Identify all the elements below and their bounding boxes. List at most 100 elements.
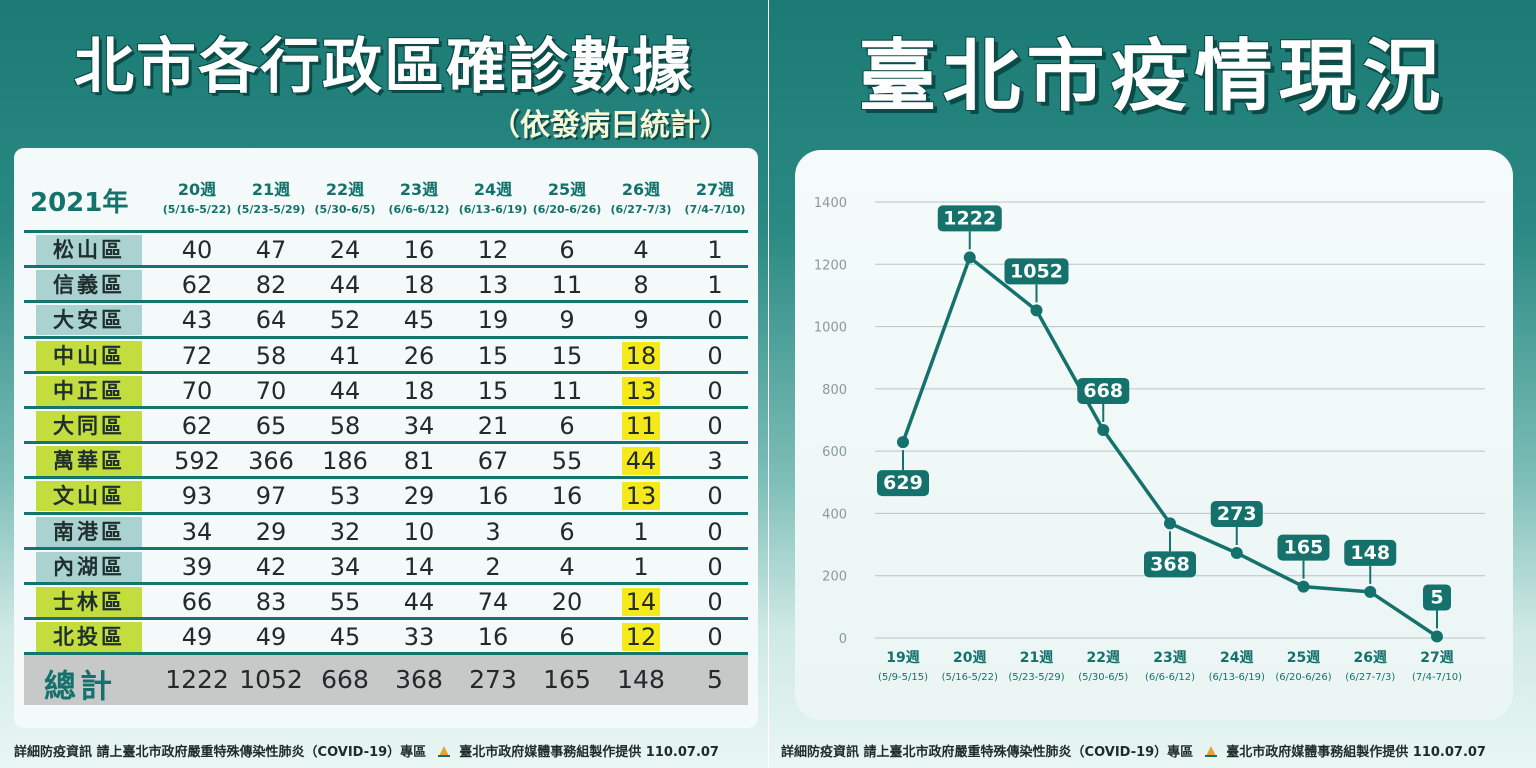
cell-value: 26 — [403, 341, 435, 370]
cell-value: 366 — [248, 447, 294, 476]
data-label-text: 668 — [1083, 380, 1123, 402]
table-cell: 24 — [308, 235, 382, 265]
table-cell: 9 — [530, 305, 604, 335]
table-cell: 1 — [678, 270, 752, 300]
week-header: 23週 (6/6-6/12) — [382, 176, 456, 216]
cell-value: 8 — [633, 271, 649, 300]
table-cell: 45 — [382, 305, 456, 335]
table-cell: 29 — [382, 481, 456, 511]
cell-value: 11 — [621, 412, 661, 440]
data-point — [897, 436, 909, 449]
series-line — [901, 255, 1438, 638]
y-tick-label: 1000 — [814, 321, 847, 336]
x-tick-range: (5/23-5/29) — [1008, 672, 1064, 683]
data-label-text: 368 — [1150, 553, 1190, 575]
cell-value: 24 — [329, 236, 361, 264]
cell-value: 9 — [559, 306, 575, 335]
cell-value: 81 — [403, 447, 435, 476]
cell-value: 34 — [181, 517, 213, 546]
district-name: 萬華區 — [36, 446, 142, 477]
district-name: 南港區 — [36, 516, 142, 547]
table-cell: 6 — [530, 411, 604, 441]
week-range: (6/20-6/26) — [532, 203, 602, 216]
week-header: 20週 (5/16-5/22) — [160, 176, 234, 216]
cell-value: 43 — [181, 306, 213, 335]
credit-text: 臺北市政府媒體事務組製作提供 110.07.07 — [459, 745, 719, 760]
table-cell: 44 — [382, 587, 456, 617]
cell-value: 2 — [485, 552, 501, 581]
table-cell: 6 — [530, 622, 604, 652]
data-label: 273 — [1210, 500, 1263, 545]
week-range: (7/4-7/10) — [684, 203, 746, 216]
table-cell: 592 — [160, 446, 234, 476]
district-name: 北投區 — [36, 622, 142, 653]
week-header: 26週 (6/27-7/3) — [604, 176, 678, 216]
cell-value: 6 — [559, 236, 575, 264]
table-cell: 4 — [604, 235, 678, 265]
cell-value: 20 — [551, 588, 583, 616]
week-range: (6/13-6/19) — [458, 203, 528, 216]
cell-value: 40 — [181, 236, 213, 264]
data-label-text: 273 — [1217, 503, 1257, 525]
footer-text: 詳細防疫資訊 請上臺北市政府嚴重特殊傳染性肺炎（COVID-19）專區 — [781, 745, 1194, 760]
table-cell: 0 — [678, 622, 752, 652]
table-cell: 39 — [160, 552, 234, 582]
cell-value: 67 — [477, 447, 509, 476]
table-cell: 62 — [160, 270, 234, 300]
cell-value: 70 — [255, 376, 287, 405]
table-cell: 4 — [530, 552, 604, 582]
week-header: 24週 (6/13-6/19) — [456, 176, 530, 216]
data-label: 1052 — [1004, 258, 1069, 303]
table-cell: 34 — [160, 517, 234, 547]
table-cell: 65 — [234, 411, 308, 441]
cell-value: 18 — [403, 376, 435, 405]
table-cell: 55 — [530, 446, 604, 476]
table-cell: 18 — [382, 270, 456, 300]
table-cell: 16 — [382, 235, 456, 265]
data-label: 148 — [1344, 539, 1397, 584]
table-cell: 11 — [530, 376, 604, 406]
cell-value: 72 — [181, 341, 213, 370]
table-cell: 58 — [308, 411, 382, 441]
table-cell: 83 — [234, 587, 308, 617]
left-footer: 詳細防疫資訊 請上臺北市政府嚴重特殊傳染性肺炎（COVID-19）專區 臺北市政… — [14, 741, 719, 760]
table-cell: 14 — [604, 587, 678, 617]
table-cell: 12 — [604, 622, 678, 652]
week-range: (6/6-6/12) — [388, 203, 450, 216]
cell-value: 49 — [255, 623, 287, 652]
cell-value: 45 — [403, 306, 435, 335]
y-tick-label: 1400 — [814, 196, 847, 211]
total-label: 總計 — [44, 667, 117, 705]
table-cell: 15 — [530, 341, 604, 371]
cell-value: 44 — [329, 376, 361, 405]
cell-value: 13 — [477, 271, 509, 300]
table-cell: 10 — [382, 517, 456, 547]
cell-value: 55 — [329, 588, 361, 616]
week-label: 21週 — [251, 180, 291, 199]
cell-value: 12 — [477, 236, 509, 264]
week-label: 23週 — [399, 180, 439, 199]
table-cell: 20 — [530, 587, 604, 617]
table-cell: 13 — [456, 270, 530, 300]
total-row: 總計 1222 1052 668 368 273 165 148 5 — [24, 652, 748, 705]
table-cell: 19 — [456, 305, 530, 335]
total-cell: 368 — [395, 665, 443, 694]
data-point — [1364, 585, 1377, 598]
cell-value: 74 — [477, 588, 509, 616]
cell-value: 15 — [477, 341, 509, 370]
table-row: 士林區 66 83 55 44 74 20 14 0 — [24, 582, 748, 620]
data-label-text: 148 — [1350, 542, 1390, 564]
table-cell: 16 — [456, 481, 530, 511]
table-cell: 11 — [604, 411, 678, 441]
data-label: 668 — [1077, 377, 1130, 422]
footer-text: 詳細防疫資訊 請上臺北市政府嚴重特殊傳染性肺炎（COVID-19）專區 — [14, 745, 427, 760]
total-cell: 165 — [543, 665, 591, 694]
data-point — [963, 251, 976, 264]
data-label: 368 — [1144, 531, 1196, 578]
table-cell: 67 — [456, 446, 530, 476]
table-cell: 0 — [678, 341, 752, 371]
cell-value: 1 — [707, 271, 723, 300]
cell-value: 13 — [621, 376, 661, 405]
table-cell: 0 — [678, 481, 752, 511]
cell-value: 14 — [621, 588, 661, 616]
